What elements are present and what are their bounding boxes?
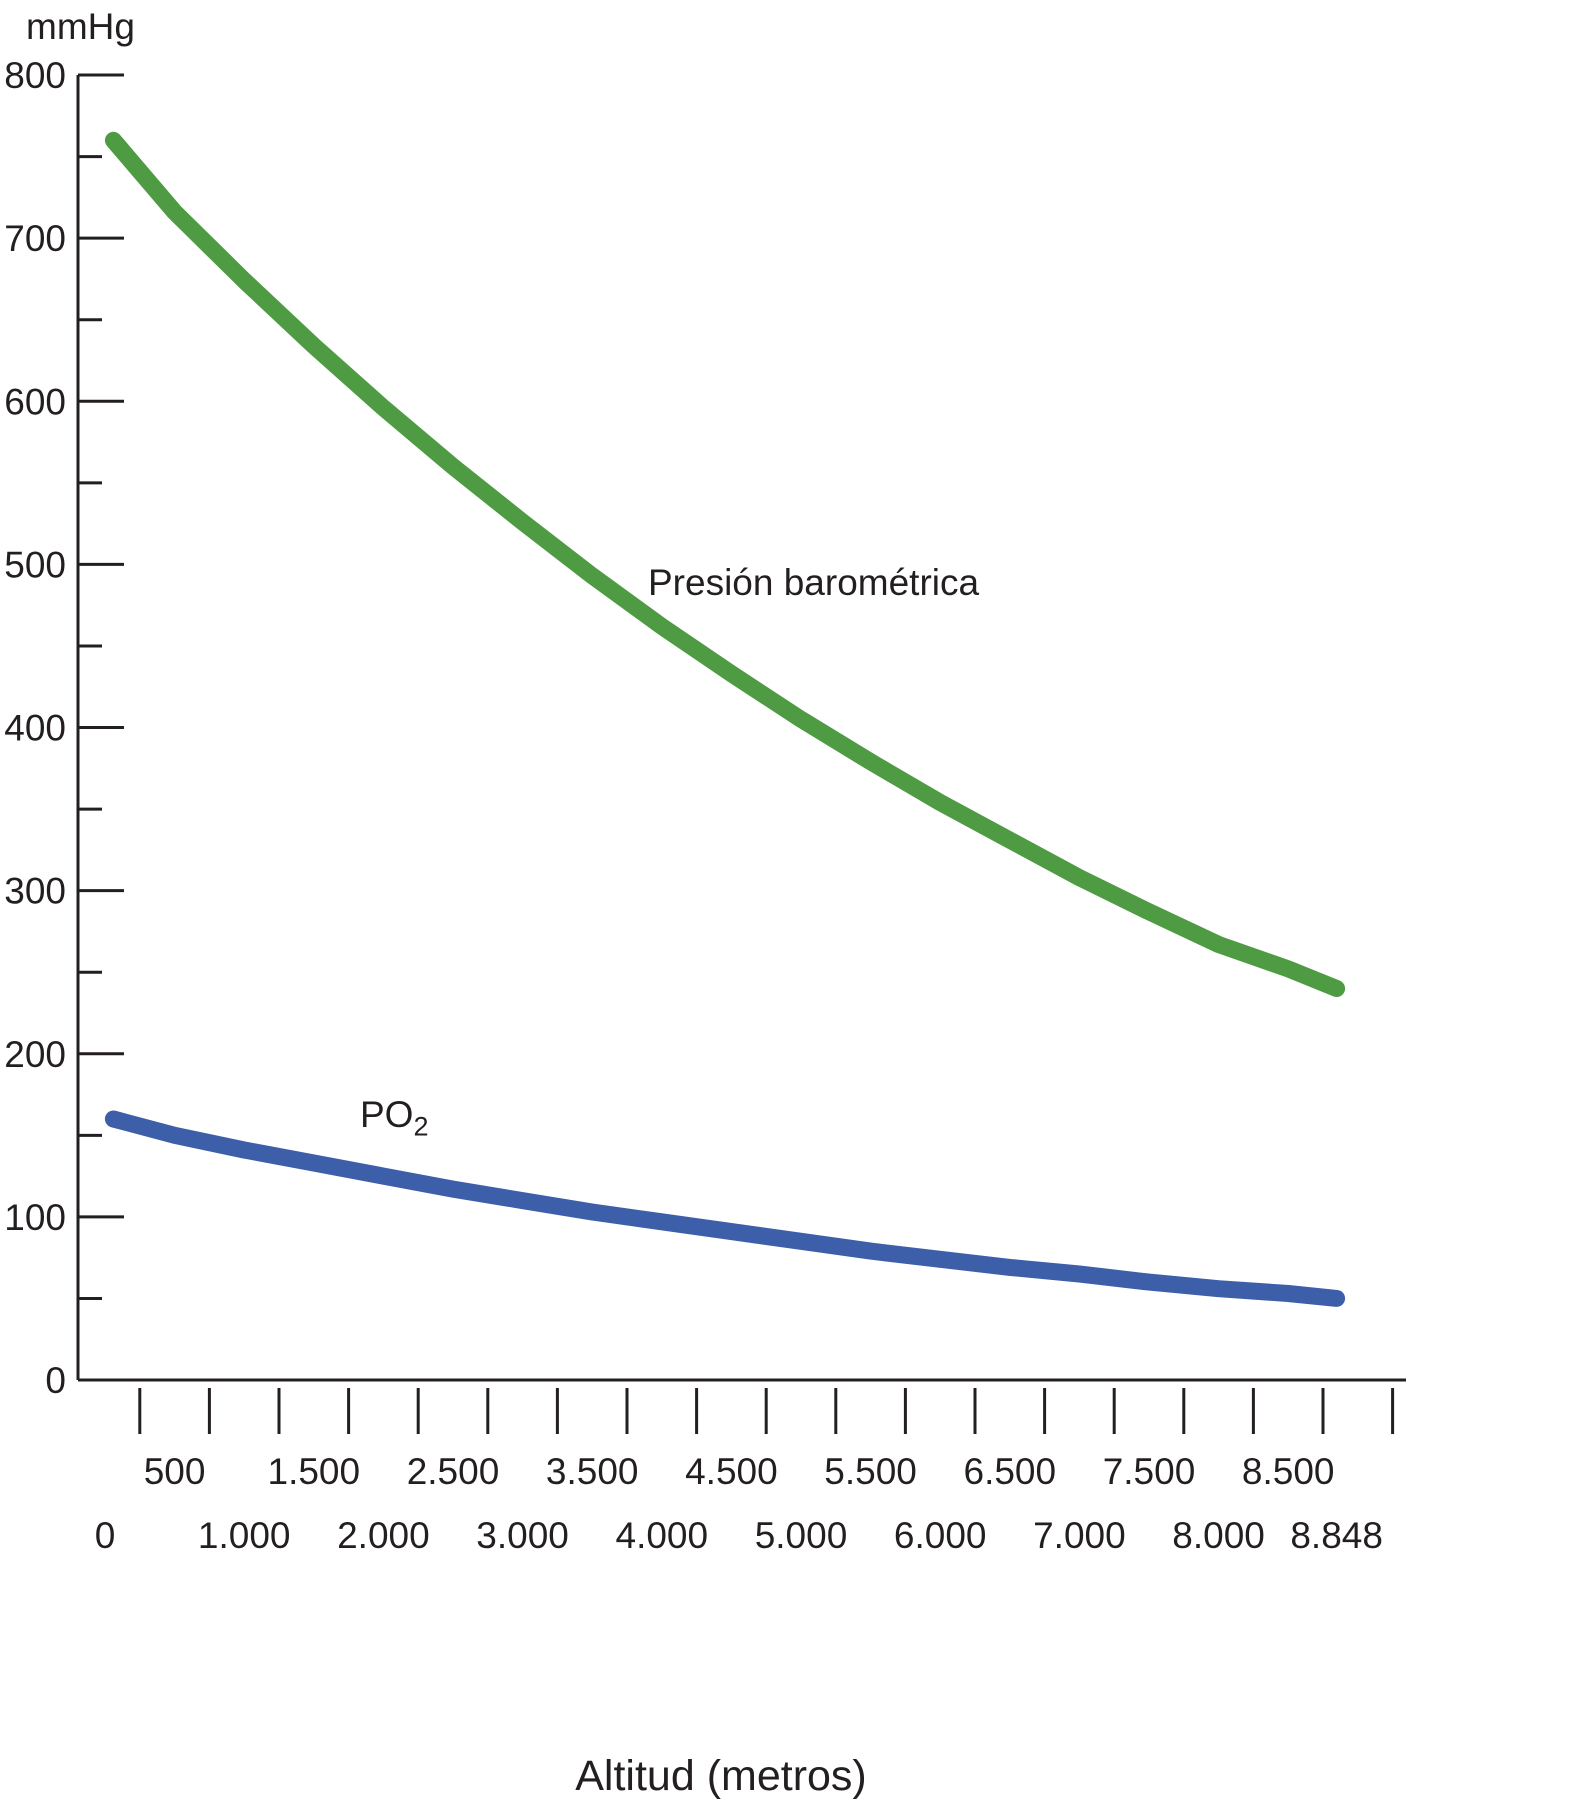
y-tick-label: 500 — [4, 544, 66, 585]
x-axis-title: Altitud (metros) — [575, 1752, 867, 1800]
barometric-curve-label: Presión barométrica — [648, 562, 980, 603]
x-tick-label-upper: 3.500 — [546, 1451, 639, 1492]
x-tick-label-upper: 500 — [144, 1451, 206, 1492]
x-tick-label-lower: 0 — [95, 1515, 116, 1556]
x-tick-label-upper: 6.500 — [964, 1451, 1057, 1492]
y-tick-label: 400 — [4, 708, 66, 749]
x-tick-label-lower: 2.000 — [337, 1515, 430, 1556]
po2-label-subscript: 2 — [413, 1111, 429, 1142]
x-tick-label-lower: 4.000 — [616, 1515, 709, 1556]
x-tick-label-upper: 8.500 — [1242, 1451, 1335, 1492]
barometric-pressure-curve — [104, 131, 1346, 997]
y-tick-label: 200 — [4, 1034, 66, 1075]
x-tick-label-lower: 1.000 — [198, 1515, 291, 1556]
x-tick-label-lower: 5.000 — [755, 1515, 848, 1556]
x-tick-label-upper: 1.500 — [268, 1451, 361, 1492]
y-tick-label: 600 — [4, 381, 66, 422]
x-tick-label-upper: 5.500 — [824, 1451, 917, 1492]
x-tick-label-lower: 8.848 — [1290, 1515, 1383, 1556]
x-tick-label-upper: 2.500 — [407, 1451, 500, 1492]
x-tick-label-lower: 7.000 — [1033, 1515, 1126, 1556]
po2-curve — [104, 1110, 1346, 1307]
y-axis-unit-label: mmHg — [26, 6, 135, 47]
po2-label-main: PO — [360, 1094, 414, 1135]
x-tick-label-upper: 7.500 — [1103, 1451, 1196, 1492]
y-tick-label: 700 — [4, 218, 66, 259]
y-tick-label: 100 — [4, 1197, 66, 1238]
y-tick-label: 800 — [4, 55, 66, 96]
y-tick-label: 300 — [4, 871, 66, 912]
x-tick-label-upper: 4.500 — [685, 1451, 778, 1492]
po2-curve-label: PO2 — [360, 1094, 429, 1140]
x-tick-label-lower: 8.000 — [1172, 1515, 1265, 1556]
y-tick-label: 0 — [45, 1360, 66, 1401]
x-tick-label-lower: 3.000 — [476, 1515, 569, 1556]
x-tick-label-lower: 6.000 — [894, 1515, 987, 1556]
